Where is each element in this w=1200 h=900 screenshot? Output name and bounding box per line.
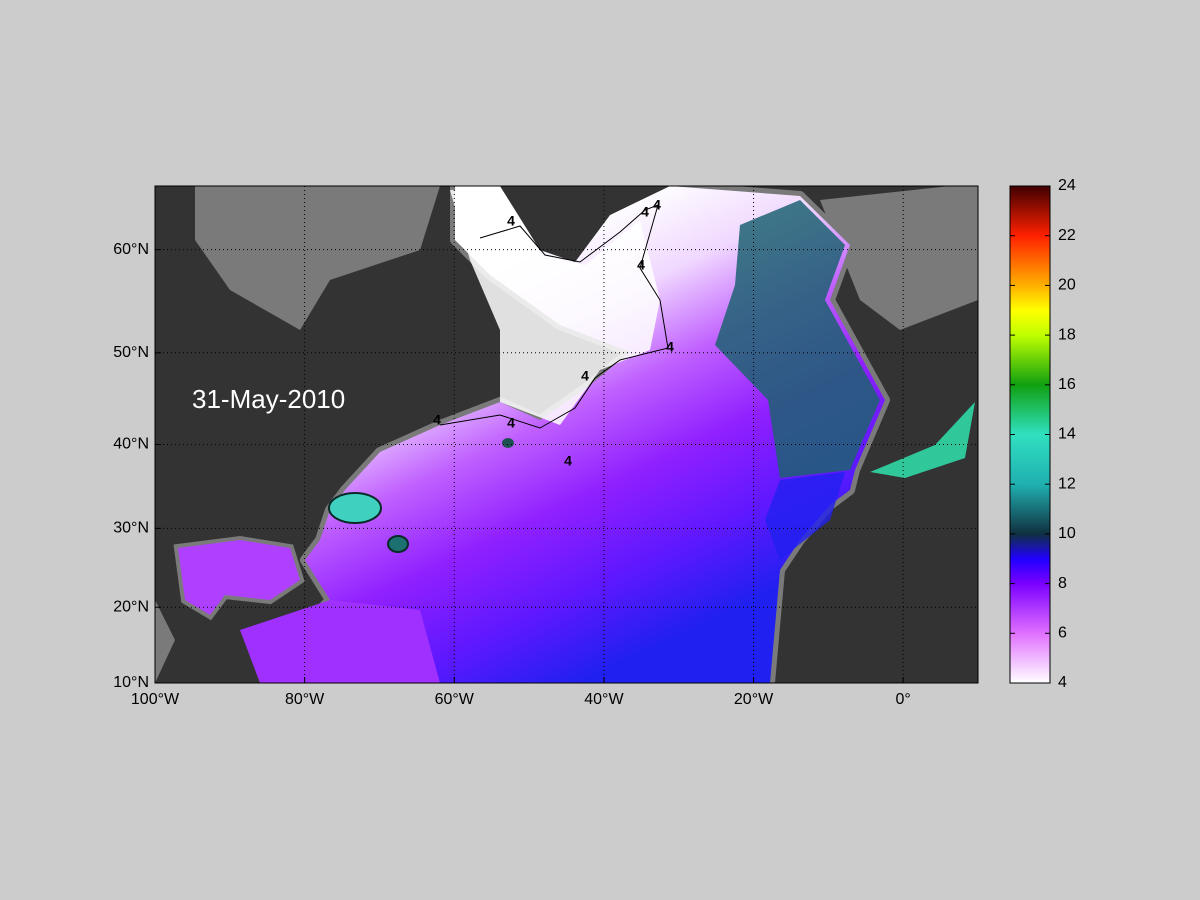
- mediterranean: [870, 402, 975, 478]
- lon-tick-label: 0°: [896, 691, 911, 708]
- lon-tick-label: 40°W: [584, 691, 624, 708]
- contour-label: 4: [433, 412, 441, 428]
- lon-tick-label: 100°W: [131, 691, 180, 708]
- colorbar-tick-label: 24: [1058, 177, 1076, 194]
- colorbar-tick-label: 22: [1058, 227, 1076, 244]
- lat-tick-label: 60°N: [113, 241, 149, 258]
- colorbar-tick-label: 4: [1058, 674, 1067, 691]
- map-frame: [154, 185, 979, 684]
- shelf: [155, 600, 175, 683]
- greenland: [455, 186, 670, 262]
- colorbar-tick-label: 10: [1058, 525, 1076, 542]
- eddy: [328, 492, 382, 524]
- colorbar: [1009, 185, 1051, 684]
- lat-tick-label: 30°N: [113, 520, 149, 537]
- colorbar-tick-label: 18: [1058, 326, 1076, 343]
- contour-line: [439, 204, 669, 429]
- lat-tick-label: 20°N: [113, 598, 149, 615]
- colorbar-tick-label: 14: [1058, 426, 1076, 443]
- ice-free-cold-zone: [450, 190, 660, 425]
- lon-tick-label: 20°W: [734, 691, 774, 708]
- lat-tick-label: 50°N: [113, 344, 149, 361]
- north-east-water: [715, 200, 880, 478]
- contour-label: 4: [581, 368, 589, 384]
- contour-label: 4: [666, 339, 674, 355]
- lat-tick-label: 10°N: [113, 674, 149, 691]
- contour-label: 4: [507, 415, 515, 431]
- shelf: [195, 186, 440, 330]
- eddy: [502, 438, 514, 448]
- eddy: [387, 535, 409, 553]
- lon-tick-label: 60°W: [435, 691, 475, 708]
- canary-water: [765, 472, 845, 560]
- colorbar-ticks: 4 6 8 10 12 14 16 18 20 22 24: [1010, 177, 1076, 691]
- contour-label: 4: [637, 257, 645, 273]
- shelf: [820, 186, 978, 330]
- colorbar-tick-label: 8: [1058, 575, 1067, 592]
- colorbar-tick-label: 12: [1058, 475, 1076, 492]
- date-label: 31-May-2010: [192, 384, 345, 414]
- caribbean: [240, 600, 440, 683]
- contour-label: 4: [507, 213, 515, 229]
- colorbar-tick-label: 20: [1058, 277, 1076, 294]
- contour-label: 4: [641, 204, 649, 220]
- grid: [155, 186, 978, 683]
- lat-tick-label: 40°N: [113, 436, 149, 453]
- colorbar-tick-label: 6: [1058, 625, 1067, 642]
- lon-tick-label: 80°W: [285, 691, 325, 708]
- contour-label: 4: [564, 453, 572, 469]
- gulf: [173, 535, 305, 621]
- colorbar-tick-label: 16: [1058, 376, 1076, 393]
- contour-label: 4: [653, 197, 661, 213]
